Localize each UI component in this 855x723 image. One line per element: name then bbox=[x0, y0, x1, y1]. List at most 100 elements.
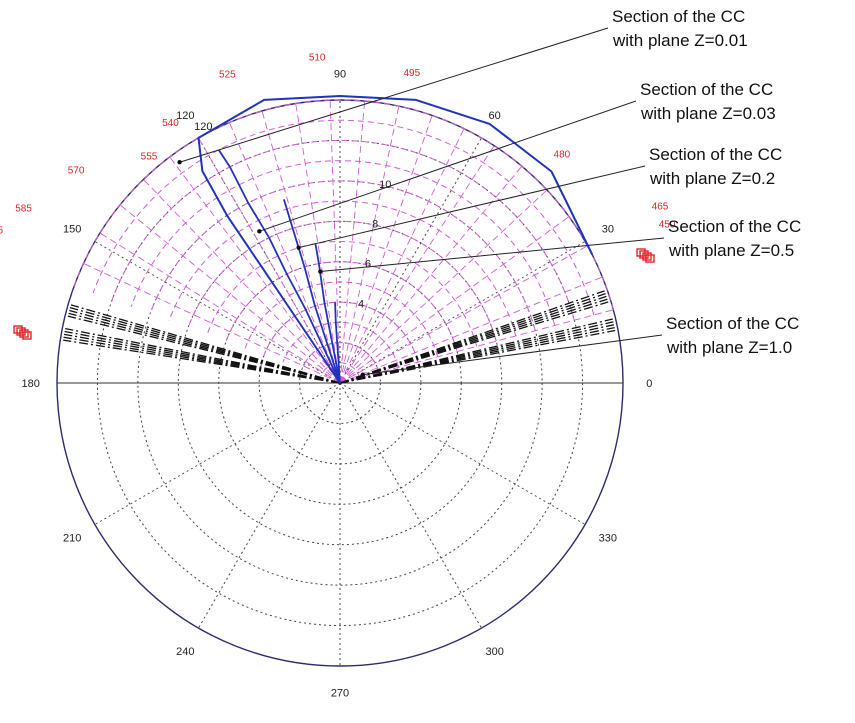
boundary-lines bbox=[63, 290, 616, 384]
angle-tick-label: 180 bbox=[22, 378, 40, 390]
magenta-spoke bbox=[143, 179, 341, 384]
wavelength-label: 595 bbox=[0, 225, 3, 236]
wavelength-label: 510 bbox=[309, 52, 326, 63]
boundary-line bbox=[339, 290, 605, 384]
magenta-spoke bbox=[83, 262, 341, 384]
annotation: Section of the CC with plane Z=0.5 bbox=[318, 217, 801, 274]
magenta-spoke bbox=[261, 110, 341, 384]
wavelength-label: 585 bbox=[15, 204, 32, 215]
annotation-pointer bbox=[320, 237, 665, 273]
angle-tick-label: 210 bbox=[63, 533, 81, 545]
annotation-line1: Section of the CC bbox=[668, 217, 801, 236]
annotation-pointer bbox=[179, 27, 609, 163]
wavelength-marker bbox=[642, 252, 652, 261]
annotation-line2: with plane Z=0.01 bbox=[612, 31, 748, 50]
magenta-arc bbox=[73, 99, 614, 310]
annotation-line1: Section of the CC bbox=[612, 7, 745, 26]
grid-spoke bbox=[198, 382, 341, 629]
grid-spoke bbox=[339, 382, 482, 629]
annotation: Section of the CC with plane Z=0.2 bbox=[296, 145, 782, 250]
wavelength-marker bbox=[22, 331, 32, 340]
magenta-spoke bbox=[169, 156, 341, 384]
annotation-point bbox=[296, 245, 301, 250]
boundary-line bbox=[339, 318, 613, 384]
annotation-point bbox=[318, 269, 323, 274]
wavelength-label: 450 bbox=[659, 219, 676, 230]
annotation-point bbox=[257, 229, 262, 234]
magenta-grid bbox=[73, 99, 614, 384]
magenta-spoke bbox=[339, 115, 433, 384]
grid-spoke bbox=[339, 241, 586, 384]
annotation-line1: Section of the CC bbox=[666, 314, 799, 333]
magenta-spoke bbox=[329, 100, 341, 384]
annotation: Section of the CC with plane Z=0.01 bbox=[177, 7, 748, 165]
wavelength-label: 480 bbox=[554, 149, 571, 160]
grid-spoke bbox=[94, 382, 341, 525]
annotation: Section of the CC with plane Z=0.03 bbox=[257, 80, 776, 234]
angle-tick-label: 90 bbox=[334, 69, 346, 81]
radial-tick-label: 10 bbox=[379, 179, 391, 191]
annotation-line2: with plane Z=0.2 bbox=[649, 169, 775, 188]
magenta-arc bbox=[187, 220, 497, 342]
annotation-line2: with plane Z=1.0 bbox=[666, 338, 792, 357]
radial-tick-label: 4 bbox=[358, 298, 364, 310]
magenta-arc bbox=[206, 241, 478, 347]
angle-tick-label: 270 bbox=[331, 687, 349, 699]
wavelength-label: 495 bbox=[404, 68, 421, 79]
magenta-spoke bbox=[198, 137, 341, 384]
radial-tick-label: 6 bbox=[365, 259, 371, 271]
angle-tick-label: 300 bbox=[485, 646, 503, 658]
section-curve-0 bbox=[197, 95, 594, 384]
angle-tick-label: 120 bbox=[194, 121, 212, 133]
annotation-line2: with plane Z=0.5 bbox=[668, 241, 794, 260]
angle-tick-label: 0 bbox=[646, 378, 652, 390]
wavelength-marker bbox=[19, 329, 29, 338]
annotation-pointer bbox=[259, 100, 637, 232]
magenta-spoke bbox=[339, 309, 614, 384]
magenta-arc bbox=[282, 321, 400, 368]
section-curve-2 bbox=[283, 199, 341, 384]
grid-spoke bbox=[339, 382, 586, 525]
annotation: Section of the CC with plane Z=1.0 bbox=[360, 314, 799, 377]
section-curves bbox=[197, 95, 594, 384]
radial-tick-label: 8 bbox=[372, 219, 378, 231]
angle-tick-label: 330 bbox=[599, 533, 617, 545]
annotation-line1: Section of the CC bbox=[649, 145, 782, 164]
annotation-pointer bbox=[362, 334, 663, 376]
annotation-point bbox=[177, 160, 182, 165]
magenta-spoke bbox=[339, 189, 548, 384]
magenta-spoke bbox=[339, 216, 570, 384]
wavelength-label: 525 bbox=[219, 69, 236, 80]
magenta-spoke bbox=[339, 128, 465, 384]
angle-tick-label: 120 bbox=[176, 110, 194, 122]
section-curve-4 bbox=[334, 302, 341, 384]
tick-labels: 0 30 60 90 120 150 180 210 240 270 300 330 4 6 8 10 bbox=[22, 69, 653, 700]
magenta-spoke bbox=[339, 245, 588, 384]
wavelength-label: 465 bbox=[652, 202, 669, 213]
annotation-line1: Section of the CC bbox=[640, 80, 773, 99]
wavelength-labels: 4955105255401205555705855956106254804654… bbox=[0, 52, 676, 340]
magenta-arc bbox=[320, 362, 361, 378]
magenta-spoke bbox=[229, 122, 341, 384]
magenta-arc bbox=[225, 261, 458, 352]
magenta-arc bbox=[149, 180, 536, 331]
angle-tick-label: 30 bbox=[602, 223, 614, 235]
angle-tick-label: 60 bbox=[489, 110, 501, 122]
annotation-pointer bbox=[298, 165, 646, 249]
section-curve-1 bbox=[217, 149, 341, 384]
annotation-line2: with plane Z=0.03 bbox=[640, 104, 776, 123]
annotation-point bbox=[360, 372, 365, 377]
magenta-arc bbox=[168, 200, 517, 337]
boundary-line bbox=[67, 315, 341, 384]
magenta-spoke bbox=[339, 145, 495, 384]
magenta-spoke bbox=[99, 232, 341, 384]
wavelength-label: 555 bbox=[141, 151, 158, 162]
section-curve-3 bbox=[314, 243, 341, 384]
magenta-spoke bbox=[295, 103, 341, 384]
magenta-spoke bbox=[339, 106, 400, 384]
magenta-spoke bbox=[119, 204, 341, 384]
magenta-arc bbox=[111, 139, 575, 321]
wavelength-marker bbox=[645, 254, 655, 263]
